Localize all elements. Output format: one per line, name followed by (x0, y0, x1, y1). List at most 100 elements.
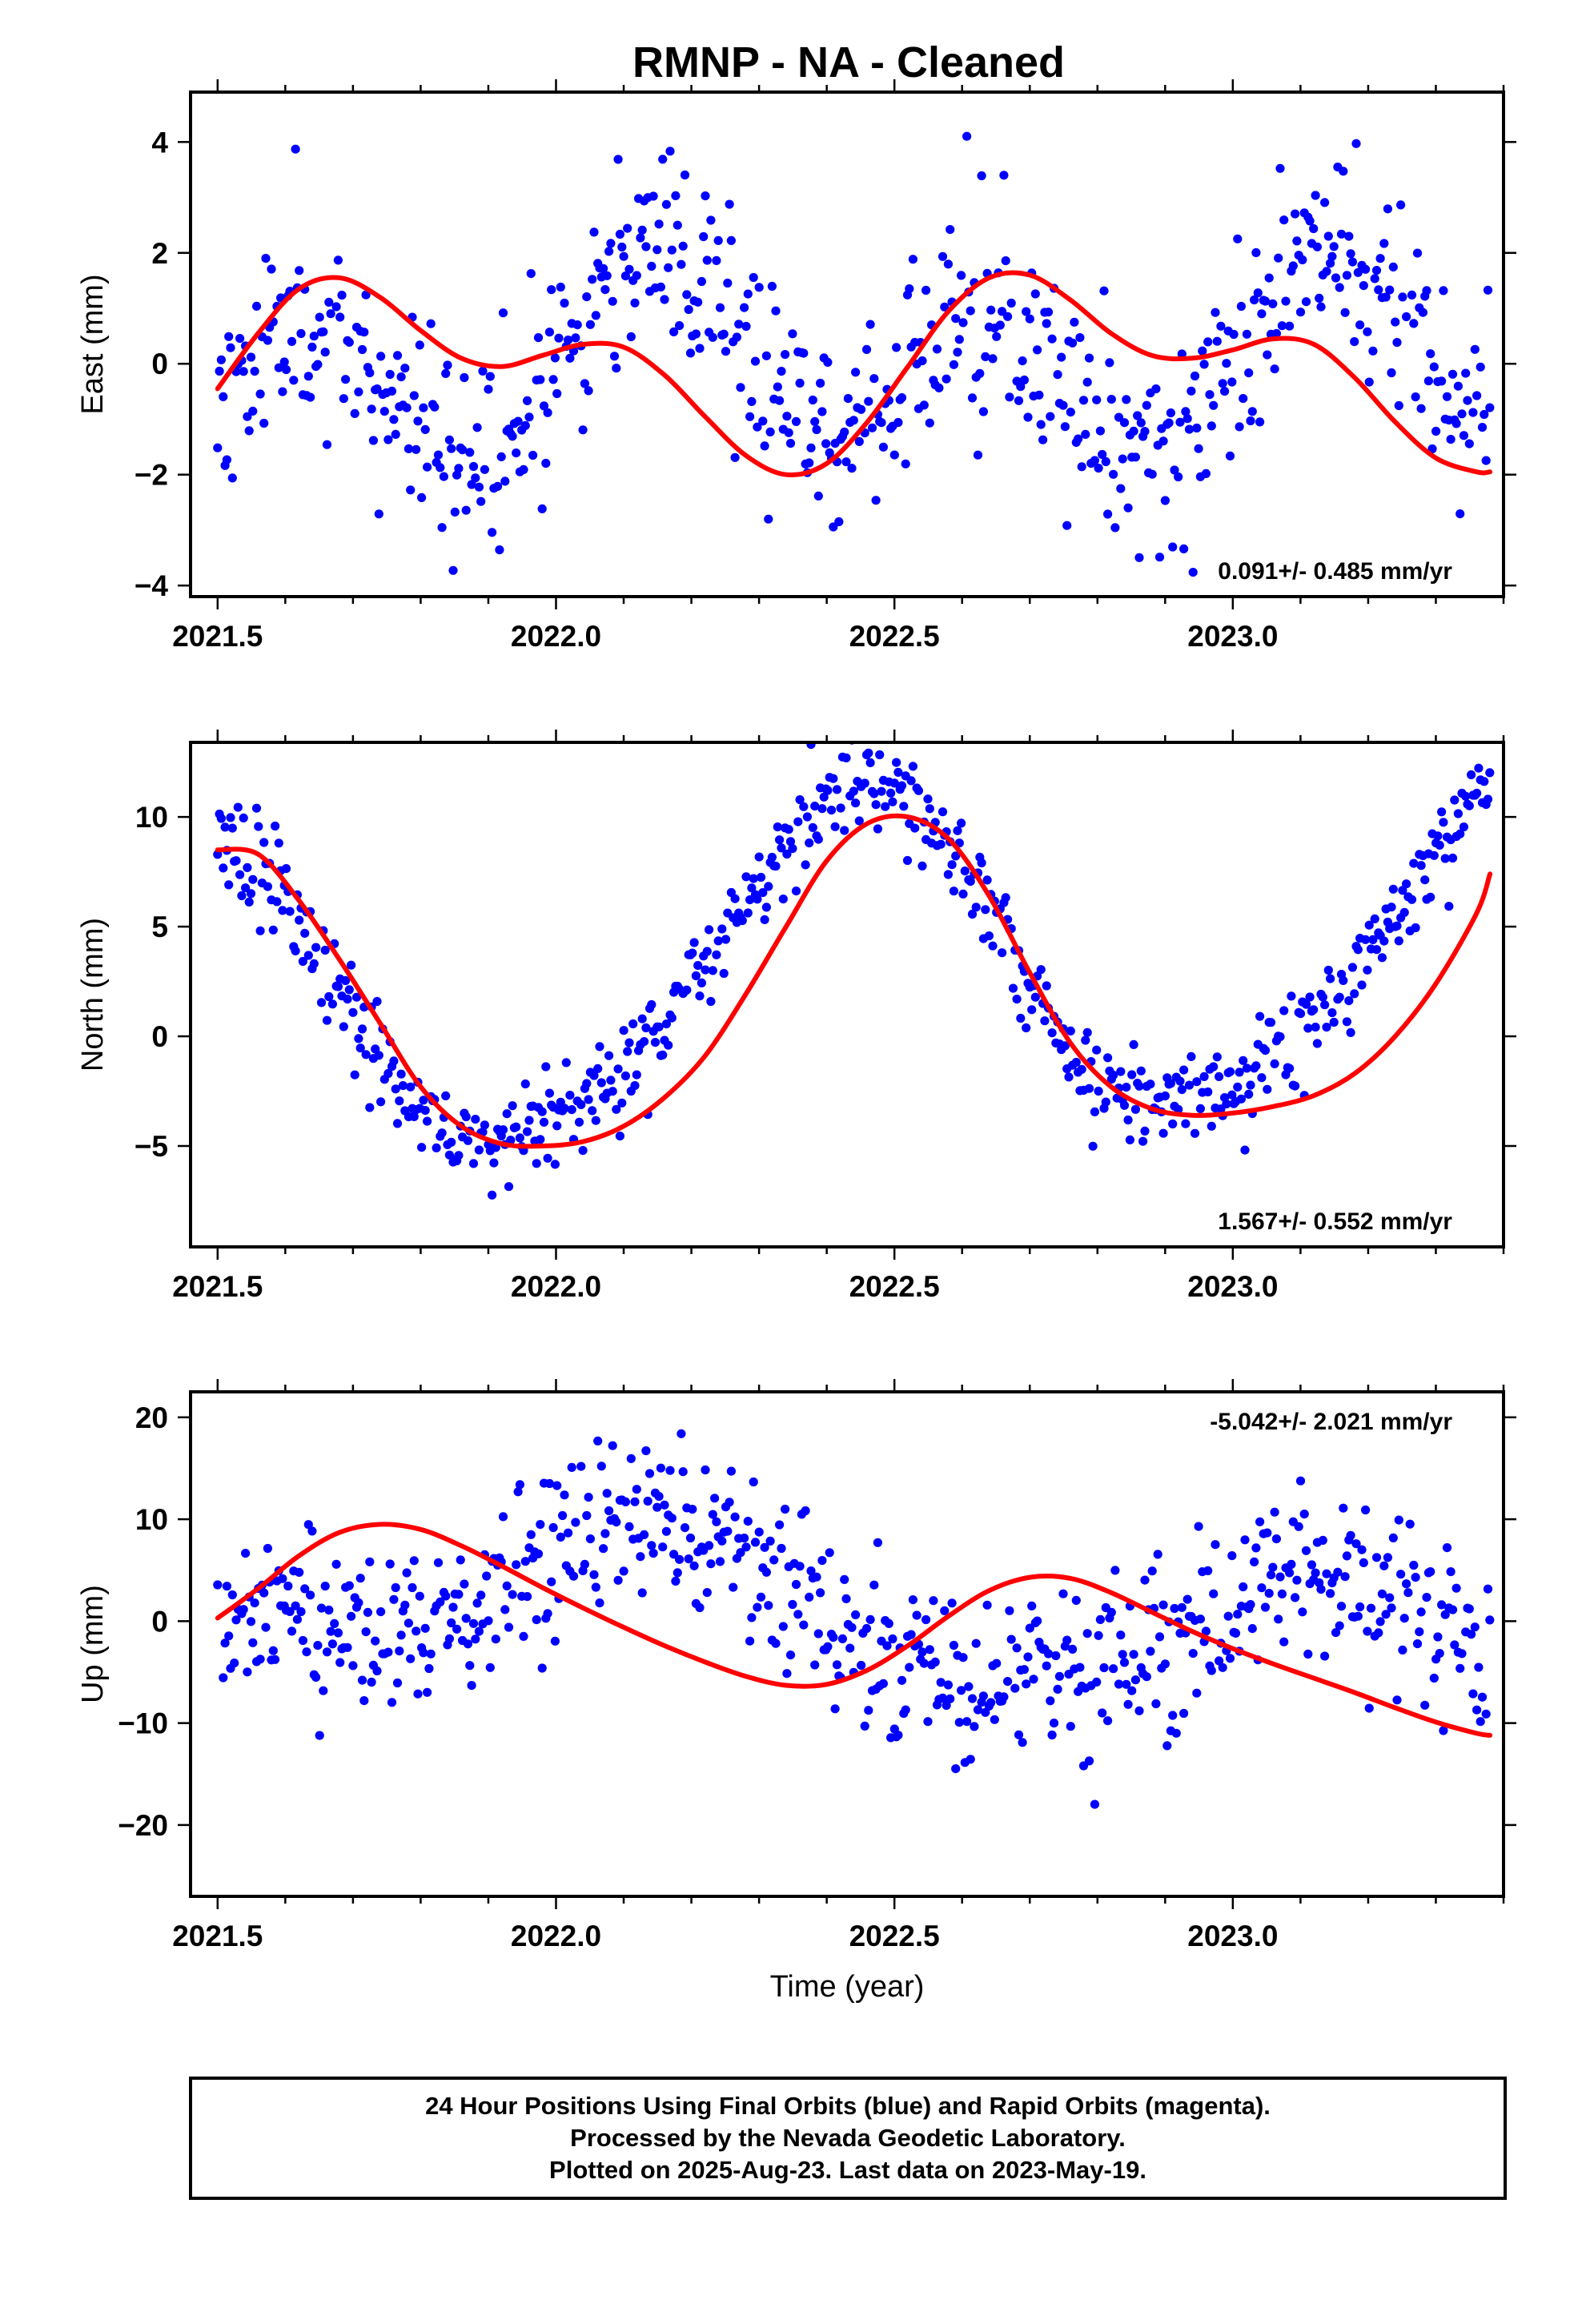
data-point (1457, 409, 1467, 419)
data-point (1264, 273, 1274, 283)
data-point (775, 1520, 785, 1530)
data-point (488, 528, 497, 537)
data-point (849, 416, 858, 425)
data-point (344, 337, 354, 347)
data-point (1153, 1550, 1162, 1559)
data-point (213, 1580, 223, 1590)
y-tick-label: 0 (151, 1605, 168, 1638)
data-point (1340, 308, 1350, 317)
data-point (248, 1638, 258, 1647)
data-points (213, 131, 1495, 577)
data-point (1174, 472, 1183, 482)
data-point (1480, 777, 1489, 786)
data-point (493, 481, 503, 491)
data-point (857, 404, 866, 414)
data-point (465, 448, 475, 457)
data-point (608, 1087, 617, 1096)
data-point (1029, 1675, 1038, 1684)
data-point (1140, 1575, 1150, 1585)
data-point (219, 1673, 228, 1683)
data-point (650, 1038, 661, 1047)
data-point (617, 1098, 627, 1108)
data-point (1353, 1611, 1363, 1621)
data-point (684, 304, 693, 315)
data-point (992, 1659, 1002, 1668)
data-point (1268, 1562, 1278, 1572)
data-point (320, 348, 330, 357)
data-point (255, 1655, 265, 1664)
data-point (767, 852, 777, 862)
data-point (376, 352, 386, 361)
data-point (791, 1579, 801, 1590)
data-point (355, 1574, 365, 1583)
data-point (865, 320, 875, 329)
data-point (235, 870, 245, 879)
data-point (1447, 369, 1458, 379)
data-point (743, 289, 753, 299)
data-point (966, 1755, 975, 1764)
data-point (243, 862, 252, 872)
data-point (357, 1024, 367, 1034)
data-point (1323, 965, 1333, 975)
data-point (854, 436, 864, 447)
data-point (1374, 285, 1383, 295)
data-point (788, 844, 797, 854)
data-point (391, 1582, 400, 1593)
data-point (1179, 1065, 1189, 1075)
data-point (1030, 289, 1040, 299)
data-point (274, 838, 283, 848)
data-point (447, 444, 456, 453)
data-point (1303, 1649, 1313, 1659)
data-point (307, 342, 317, 352)
data-point (641, 1446, 651, 1456)
data-point (841, 1594, 851, 1603)
data-point (1134, 553, 1144, 562)
data-point (1005, 392, 1014, 402)
data-point (753, 1602, 762, 1612)
data-point (1181, 407, 1191, 416)
data-point (506, 1136, 516, 1145)
data-point (519, 464, 528, 475)
data-point (528, 450, 538, 460)
data-point (320, 945, 330, 955)
data-point (1483, 794, 1493, 804)
data-point (537, 1107, 547, 1116)
data-point (1040, 1016, 1050, 1026)
data-point (263, 882, 272, 891)
data-point (533, 333, 544, 343)
data-point (415, 340, 424, 350)
data-point (1194, 444, 1203, 453)
data-point (482, 1571, 492, 1581)
data-point (1158, 1600, 1168, 1610)
data-point (1016, 1013, 1026, 1023)
data-point (468, 461, 479, 472)
data-point (1411, 923, 1420, 933)
data-point (841, 457, 851, 467)
data-point (1170, 1603, 1179, 1614)
data-point (396, 1630, 406, 1640)
data-point (484, 384, 493, 394)
data-point (749, 1477, 758, 1487)
data-point (326, 1626, 335, 1636)
data-point (272, 897, 282, 907)
data-point (658, 155, 668, 164)
data-point (600, 285, 610, 295)
data-point (376, 1097, 386, 1107)
data-point (379, 406, 389, 416)
data-point (1198, 346, 1207, 356)
data-point (248, 406, 258, 416)
data-point (708, 966, 717, 975)
data-point (1082, 1027, 1092, 1037)
data-point (327, 999, 337, 1009)
data-point (773, 382, 782, 392)
data-point (1235, 1068, 1244, 1077)
data-point (802, 812, 813, 822)
data-point (278, 387, 287, 396)
data-point (1042, 981, 1051, 991)
data-point (861, 344, 872, 354)
data-point (491, 1634, 500, 1644)
data-point (526, 1530, 536, 1539)
data-point (389, 415, 399, 424)
data-point (387, 386, 397, 396)
data-point (1081, 1035, 1090, 1045)
